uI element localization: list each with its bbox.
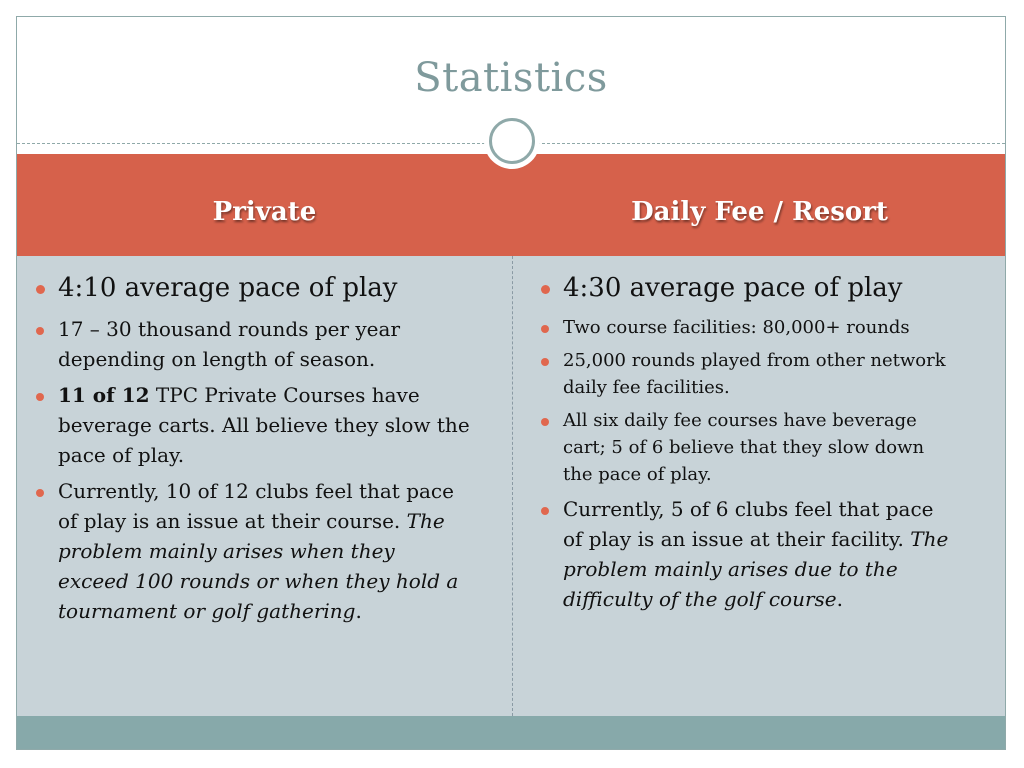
list-item: Two course facilities: 80,000+ rounds (535, 314, 955, 341)
bullet-text: 4:10 average pace of play (58, 273, 398, 303)
bullet-text: 17 – 30 thousand rounds per year dependi… (58, 317, 401, 371)
footer-band (17, 716, 1005, 749)
bullet-dot-icon (541, 325, 549, 333)
slide-title: Statistics (414, 55, 608, 101)
slide: Statistics Private Daily Fee / Resort (16, 16, 1006, 750)
list-item: 17 – 30 thousand rounds per year dependi… (30, 314, 470, 374)
list-item: 4:10 average pace of play (30, 270, 470, 306)
bullet-text: Currently, 5 of 6 clubs feel that pace o… (563, 497, 934, 551)
bullet-dot-icon (36, 327, 44, 335)
column-heading-private: Private (212, 197, 317, 227)
bullet-bold-text: 11 of 12 (58, 383, 150, 407)
private-bullet-list: 4:10 average pace of play 17 – 30 thousa… (30, 270, 470, 632)
bullet-tail-text: . (355, 599, 362, 623)
daily-fee-bullet-list: 4:30 average pace of play Two course fac… (535, 270, 955, 620)
bullet-dot-icon (36, 285, 45, 294)
bullet-dot-icon (541, 507, 549, 515)
bullet-italic-text: The problem mainly arises when they exce… (58, 509, 459, 623)
bullet-text: 4:30 average pace of play (563, 273, 903, 303)
list-item: Currently, 5 of 6 clubs feel that pace o… (535, 494, 955, 614)
bullet-italic-text: The problem mainly arises due to the dif… (563, 527, 949, 611)
list-item: 4:30 average pace of play (535, 270, 955, 306)
ornament-circle-icon (489, 118, 535, 164)
list-item: All six daily fee courses have beverage … (535, 407, 955, 488)
column-heading-daily-fee: Daily Fee / Resort (631, 197, 888, 227)
bullet-text: Currently, 10 of 12 clubs feel that pace… (58, 479, 454, 533)
bullet-text: 25,000 rounds played from other network … (563, 350, 946, 398)
list-item: 25,000 rounds played from other network … (535, 347, 955, 401)
bullet-dot-icon (541, 418, 549, 426)
bullet-text: All six daily fee courses have beverage … (563, 410, 925, 485)
table-body (17, 256, 1005, 716)
column-header-band (17, 154, 1005, 256)
bullet-dot-icon (541, 285, 550, 294)
bullet-dot-icon (36, 393, 44, 401)
bullet-text: TPC Private Courses have beverage carts.… (58, 383, 470, 467)
bullet-text: Two course facilities: 80,000+ rounds (563, 317, 910, 338)
bullet-dot-icon (36, 489, 44, 497)
list-item: Currently, 10 of 12 clubs feel that pace… (30, 476, 470, 626)
bullet-dot-icon (541, 358, 549, 366)
column-divider (512, 256, 513, 716)
list-item: 11 of 12 TPC Private Courses have bevera… (30, 380, 470, 470)
bullet-tail-text: . (836, 587, 843, 611)
